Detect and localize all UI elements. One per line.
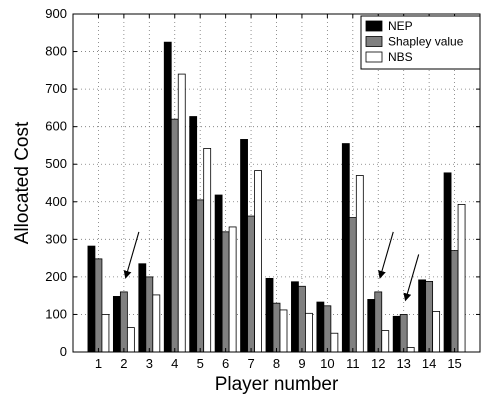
bar-nbs-player-13 bbox=[406, 347, 415, 353]
grid bbox=[73, 14, 480, 352]
bar-nbs-player-10 bbox=[330, 332, 339, 353]
y-tick-label: 700 bbox=[45, 81, 67, 96]
legend-label: Shapley value bbox=[388, 35, 464, 49]
x-tick-label: 15 bbox=[447, 356, 461, 371]
bar-shapley-value-player-6 bbox=[221, 231, 230, 353]
bar-nep-player-11 bbox=[341, 143, 350, 353]
y-tick-label: 200 bbox=[45, 269, 67, 284]
bar-nep-player-12 bbox=[367, 299, 376, 353]
bar-nbs-player-11 bbox=[355, 175, 364, 353]
y-axis-label: Allocated Cost bbox=[12, 121, 33, 244]
annotations bbox=[123, 231, 420, 302]
annotation-arrow-player-13 bbox=[403, 254, 420, 302]
legend-swatch bbox=[365, 51, 383, 63]
y-tick-label: 500 bbox=[45, 156, 67, 171]
bar-nbs-player-6 bbox=[228, 226, 237, 353]
y-tick-label: 800 bbox=[45, 44, 67, 59]
bar-shapley-value-player-10 bbox=[323, 305, 332, 353]
legend-label: NBS bbox=[388, 50, 413, 64]
bar-nep-player-6 bbox=[214, 194, 223, 353]
bar-shapley-value-player-12 bbox=[374, 291, 383, 353]
bar-shapley-value-player-7 bbox=[247, 215, 255, 353]
bar-nep-player-4 bbox=[163, 41, 172, 353]
bar-shapley-value-player-9 bbox=[298, 285, 306, 353]
x-tick-label: 9 bbox=[298, 356, 305, 371]
bar-shapley-value-player-1 bbox=[94, 258, 103, 353]
bar-nbs-player-3 bbox=[152, 294, 161, 353]
x-tick-label: 3 bbox=[146, 356, 153, 371]
legend-swatch bbox=[365, 36, 383, 47]
x-tick-label: 5 bbox=[197, 356, 204, 371]
bar-nep-player-7 bbox=[240, 139, 248, 353]
bar-shapley-value-player-13 bbox=[399, 314, 408, 353]
legend-swatch bbox=[365, 20, 383, 32]
bar-nep-player-5 bbox=[189, 116, 198, 353]
y-tick-label: 0 bbox=[60, 344, 67, 359]
x-tick-label: 12 bbox=[371, 356, 385, 371]
bar-nbs-player-5 bbox=[203, 148, 212, 353]
bar-shapley-value-player-11 bbox=[348, 217, 357, 353]
bar-nbs-player-4 bbox=[177, 73, 186, 353]
bar-nep-player-8 bbox=[265, 277, 274, 353]
bar-shapley-value-player-4 bbox=[170, 118, 179, 353]
x-tick-label: 2 bbox=[120, 356, 127, 371]
bar-nbs-player-9 bbox=[305, 312, 313, 353]
y-tick-label: 600 bbox=[45, 119, 67, 134]
bar-nep-player-9 bbox=[291, 281, 299, 353]
bar-nbs-player-14 bbox=[432, 311, 441, 353]
bar-shapley-value-player-2 bbox=[119, 291, 128, 353]
annotation-arrow-player-12 bbox=[378, 231, 394, 279]
bar-nbs-player-1 bbox=[101, 314, 110, 353]
legend-label: NEP bbox=[388, 19, 413, 33]
bar-nep-player-1 bbox=[87, 245, 96, 353]
bar-shapley-value-player-3 bbox=[145, 276, 154, 353]
bar-nep-player-3 bbox=[138, 263, 147, 353]
bar-shapley-value-player-15 bbox=[450, 250, 459, 353]
x-tick-label: 11 bbox=[346, 356, 360, 371]
y-tick-label: 100 bbox=[45, 306, 67, 321]
bar-nbs-player-12 bbox=[381, 330, 390, 353]
y-tick-label: 400 bbox=[45, 194, 67, 209]
x-tick-label: 10 bbox=[320, 356, 334, 371]
bar-shapley-value-player-8 bbox=[272, 302, 281, 353]
bar-nbs-player-7 bbox=[254, 170, 262, 353]
x-tick-label: 4 bbox=[171, 356, 178, 371]
bar-shapley-value-player-5 bbox=[196, 199, 205, 353]
annotation-arrow-player-2 bbox=[123, 231, 140, 279]
bar-nep-player-15 bbox=[443, 172, 452, 353]
bar-shapley-value-player-14 bbox=[425, 280, 434, 353]
bar-nep-player-10 bbox=[316, 301, 325, 353]
x-axis-label: Player number bbox=[215, 374, 339, 394]
x-tick-label: 13 bbox=[396, 356, 410, 371]
x-tick-label: 6 bbox=[222, 356, 229, 371]
bar-nep-player-13 bbox=[392, 315, 401, 353]
bars bbox=[87, 41, 466, 353]
x-tick-label: 8 bbox=[273, 356, 280, 371]
x-tick-label: 14 bbox=[422, 356, 436, 371]
bar-nbs-player-8 bbox=[279, 309, 288, 353]
bar-nbs-player-2 bbox=[126, 327, 135, 353]
y-tick-label: 900 bbox=[45, 6, 67, 21]
x-tick-label: 1 bbox=[95, 356, 102, 371]
bar-nep-player-14 bbox=[418, 279, 427, 353]
x-tick-label: 7 bbox=[247, 356, 254, 371]
bar-nep-player-2 bbox=[112, 296, 121, 353]
y-tick-label: 300 bbox=[45, 231, 67, 246]
bar-nbs-player-15 bbox=[457, 204, 466, 353]
